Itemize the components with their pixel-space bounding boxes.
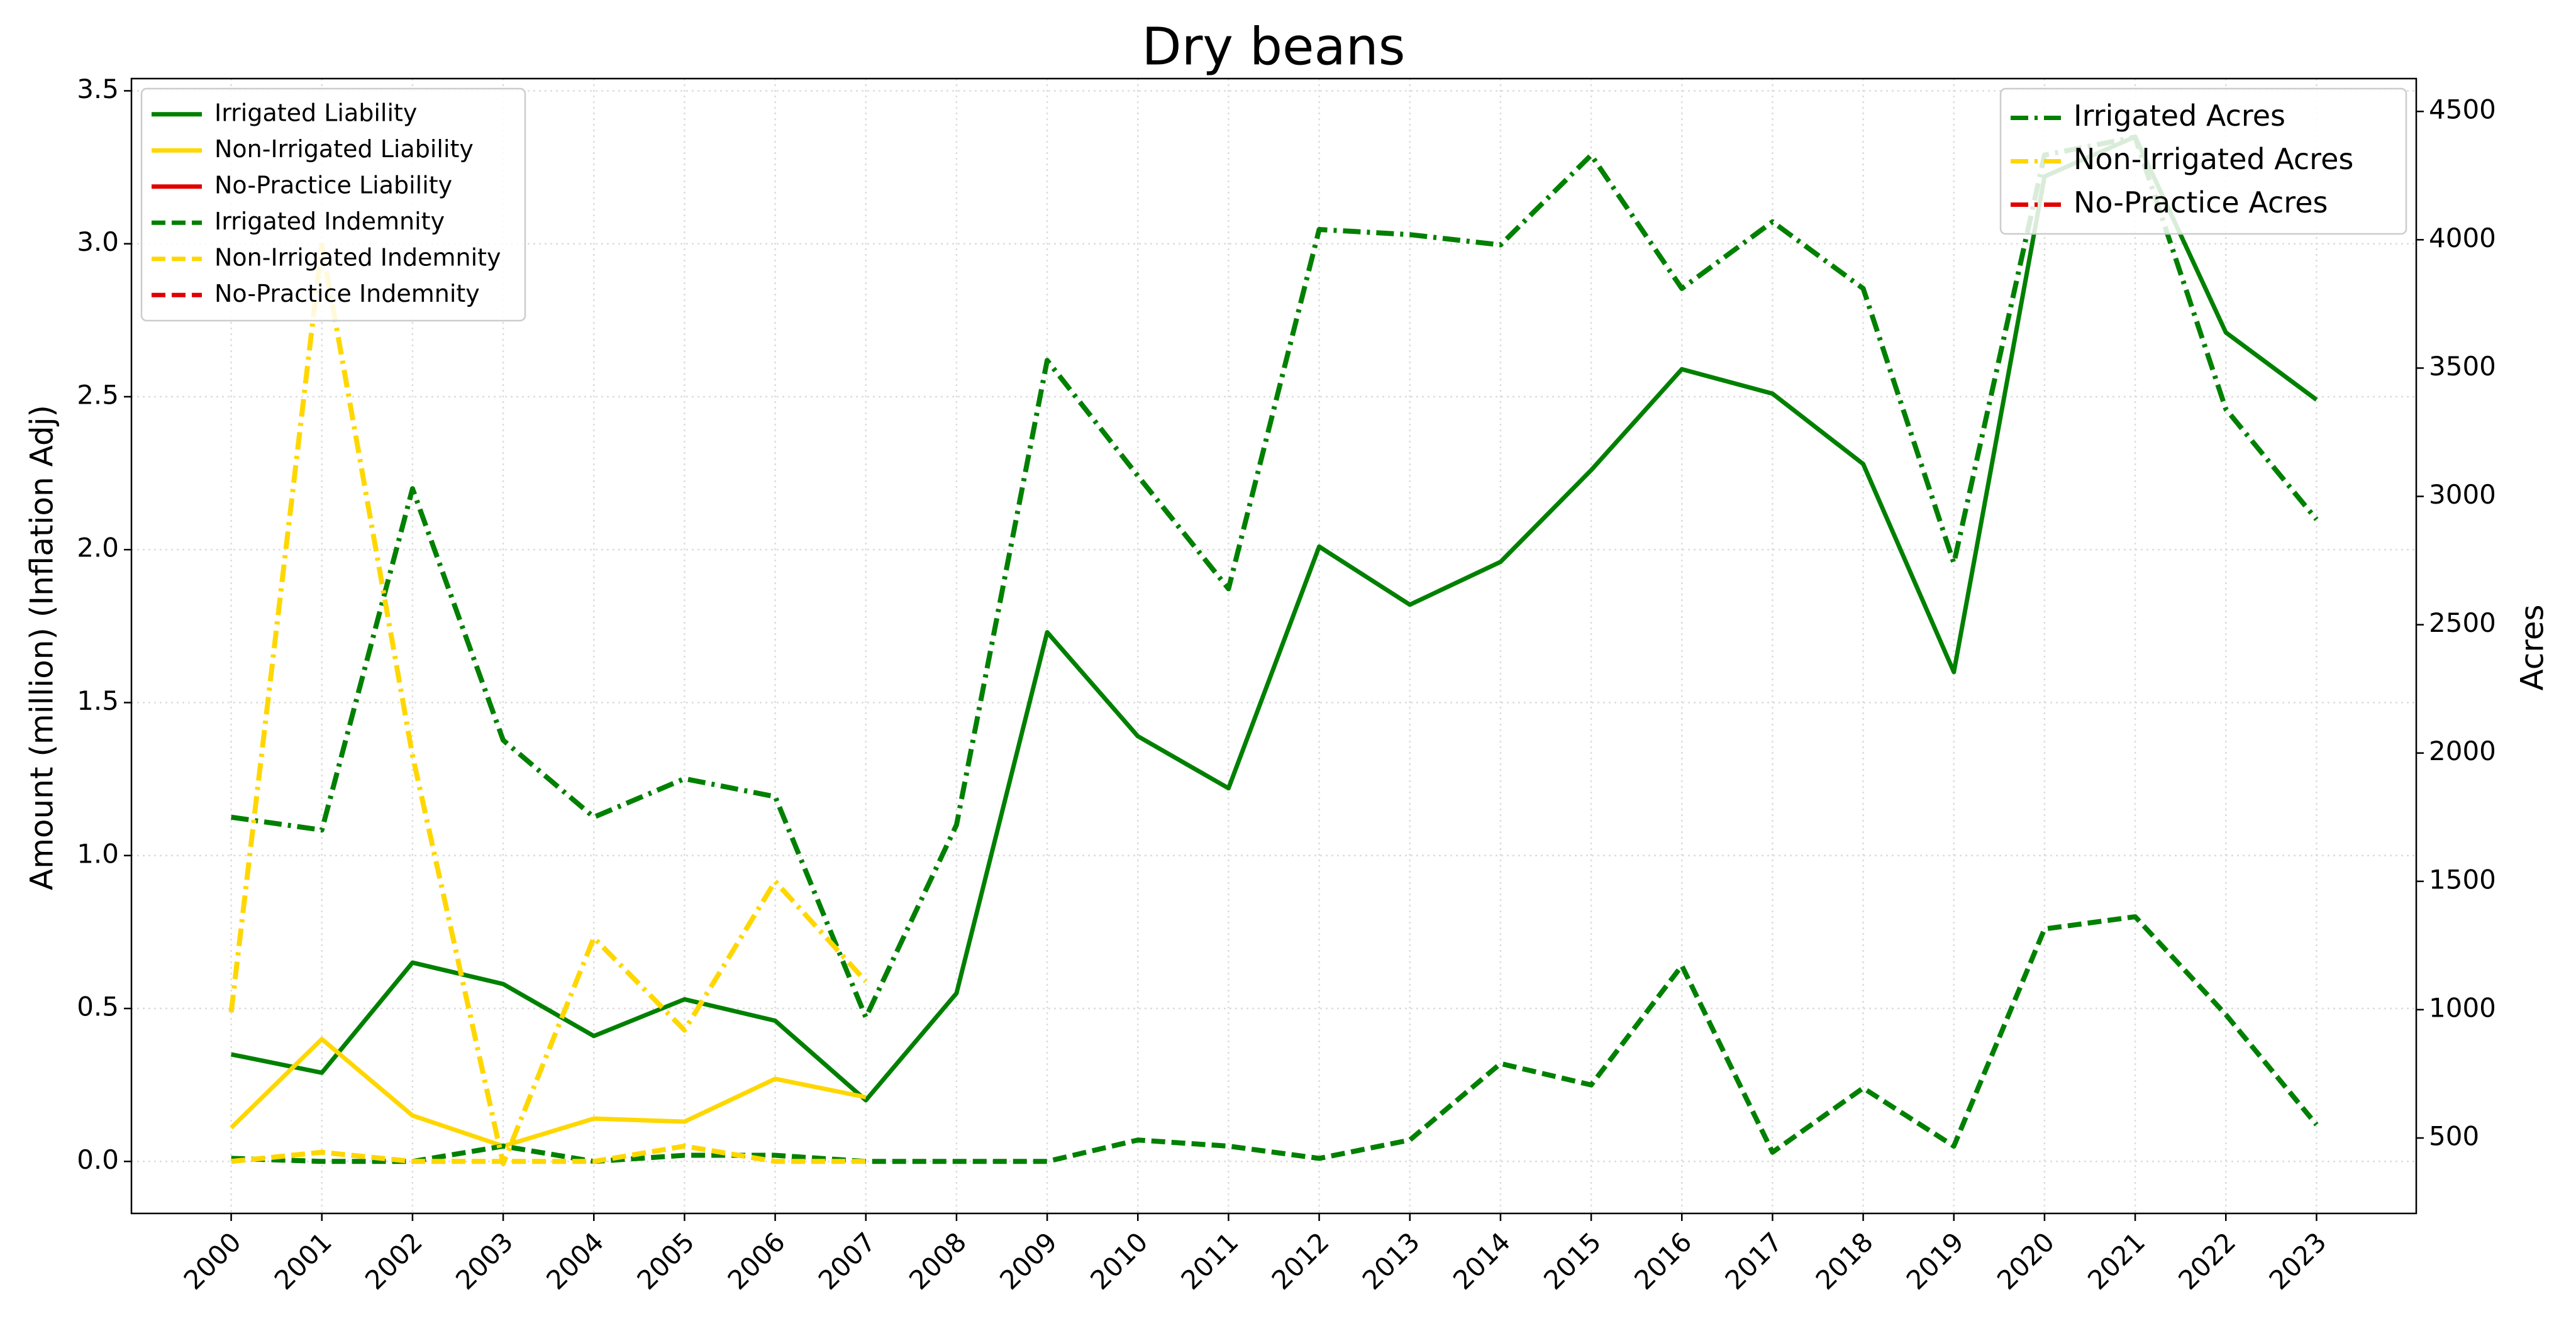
x-tick-label: 2021 bbox=[2082, 1227, 2151, 1296]
x-tick-label: 2009 bbox=[994, 1227, 1063, 1296]
x-tick-label: 2017 bbox=[1719, 1227, 1788, 1296]
x-tick-label: 2011 bbox=[1175, 1227, 1244, 1296]
x-tick-label: 2022 bbox=[2172, 1227, 2241, 1296]
series-line bbox=[230, 134, 2318, 1103]
legend-label: No-Practice Indemnity bbox=[214, 280, 480, 307]
y2-tick-label: 1000 bbox=[2429, 992, 2496, 1023]
y-tick-label: 0.5 bbox=[77, 991, 119, 1022]
y-tick-label: 2.0 bbox=[77, 533, 119, 563]
series-line bbox=[228, 242, 868, 1166]
legend-label: Non-Irrigated Indemnity bbox=[214, 243, 501, 271]
y2-tick-label: 2500 bbox=[2429, 607, 2496, 638]
y2-tick-label: 3000 bbox=[2429, 479, 2496, 510]
x-tick-label: 2010 bbox=[1084, 1227, 1153, 1296]
legend-box bbox=[1999, 87, 2407, 235]
x-tick-label: 2008 bbox=[903, 1227, 972, 1296]
y2-tick-label: 500 bbox=[2429, 1120, 2479, 1151]
y-tick-label: 0.0 bbox=[77, 1144, 119, 1175]
x-tick-label: 2014 bbox=[1447, 1227, 1516, 1296]
legend-label: Irrigated Liability bbox=[214, 99, 417, 126]
legend-label: Irrigated Indemnity bbox=[214, 207, 445, 235]
x-tick-label: 2015 bbox=[1538, 1227, 1607, 1296]
legend-label: Non-Irrigated Acres bbox=[2074, 142, 2353, 176]
x-tick-label: 2004 bbox=[540, 1227, 609, 1296]
x-tick-label: 2019 bbox=[1901, 1227, 1970, 1296]
chart-title: Dry beans bbox=[1142, 17, 1406, 77]
y-tick-label: 1.5 bbox=[77, 685, 119, 716]
plot-frame bbox=[130, 77, 2418, 1215]
x-tick-label: 2023 bbox=[2263, 1227, 2332, 1296]
y2-tick-label: 4500 bbox=[2429, 94, 2496, 125]
y2-axis-label: Acres bbox=[2514, 604, 2551, 690]
series-line bbox=[231, 1143, 866, 1164]
x-tick-label: 2001 bbox=[269, 1227, 338, 1296]
x-tick-label: 2005 bbox=[631, 1227, 700, 1296]
x-tick-label: 2012 bbox=[1266, 1227, 1335, 1296]
y2-tick-label: 1500 bbox=[2429, 864, 2496, 895]
y-tick-label: 1.0 bbox=[77, 838, 119, 869]
y2-tick-label: 3500 bbox=[2429, 351, 2496, 382]
y-tick-label: 3.5 bbox=[77, 74, 119, 104]
x-tick-label: 2003 bbox=[450, 1227, 519, 1296]
x-tick-label: 2013 bbox=[1357, 1227, 1426, 1296]
x-tick-label: 2018 bbox=[1810, 1227, 1879, 1296]
x-tick-label: 2007 bbox=[813, 1227, 882, 1296]
y-tick-label: 2.5 bbox=[77, 379, 119, 410]
legend: Irrigated Acres Non-Irrigated Acres No-Pra… bbox=[1999, 87, 2407, 235]
legend-label: No-Practice Acres bbox=[2074, 185, 2328, 219]
y-axis-label: Amount (million) (Inflation Adj) bbox=[24, 405, 60, 890]
x-tick-label: 2000 bbox=[178, 1227, 247, 1296]
y-tick-label: 3.0 bbox=[77, 226, 119, 257]
legend-box bbox=[140, 87, 526, 322]
series-line bbox=[230, 1037, 867, 1149]
legend-label: Irrigated Acres bbox=[2074, 99, 2285, 133]
series-line bbox=[231, 914, 2319, 1164]
legend-label: No-Practice Liability bbox=[214, 171, 452, 199]
series-line bbox=[231, 135, 2319, 1020]
x-tick-label: 2006 bbox=[722, 1227, 791, 1296]
legend: Irrigated Liability Non-Irrigated Liabili… bbox=[140, 87, 526, 322]
x-tick-label: 2016 bbox=[1628, 1227, 1697, 1296]
y2-tick-label: 4000 bbox=[2429, 223, 2496, 253]
x-tick-label: 2002 bbox=[359, 1227, 428, 1296]
legend-label: Non-Irrigated Liability bbox=[214, 135, 474, 163]
x-tick-label: 2020 bbox=[1991, 1227, 2060, 1296]
y2-tick-label: 2000 bbox=[2429, 736, 2496, 766]
